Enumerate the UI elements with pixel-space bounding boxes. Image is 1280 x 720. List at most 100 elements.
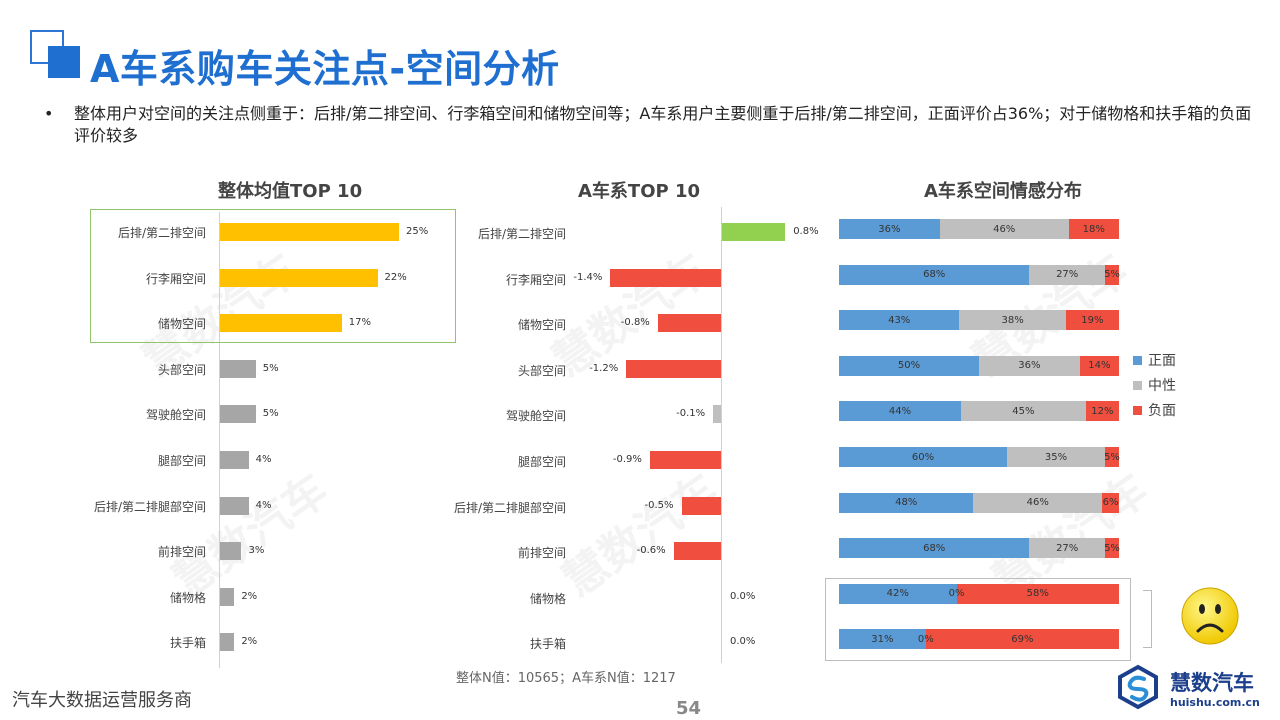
chart1-value-label: 3%: [248, 545, 265, 557]
legend-neutral: 中性: [1133, 375, 1176, 395]
legend-swatch-neutral: [1133, 380, 1142, 390]
watermark: 慧数汽车: [553, 464, 728, 608]
chart3-negative-segment: 18%: [1068, 219, 1119, 239]
chart3-negative-segment: 6%: [1102, 492, 1119, 513]
brand-logo-icon: [1118, 664, 1158, 710]
chart2-zero-axis: [721, 207, 722, 663]
chart2-category-label: 头部空间: [517, 363, 566, 378]
chart1-axis: [219, 212, 220, 668]
chart2-value-label: -0.5%: [644, 499, 674, 511]
page-number: 54: [676, 698, 702, 719]
legend-positive: 正面: [1133, 350, 1176, 370]
chart2-bar: [626, 359, 721, 378]
chart2-bar: [649, 451, 721, 469]
watermark: 慧数汽车: [163, 464, 338, 608]
chart1-category-label: 后排/第二排空间: [117, 226, 206, 240]
brand-name: 慧数汽车: [1170, 671, 1254, 695]
chart2-value-label: -0.6%: [636, 545, 666, 557]
chart3-neutral-segment: 27%: [1029, 538, 1105, 559]
chart2-value-label: 0.0%: [730, 590, 756, 602]
chart1-bar: [220, 542, 242, 561]
chart1-category-label: 储物空间: [157, 317, 206, 332]
chart2-category-label: 后排/第二排腿部空间: [453, 500, 566, 515]
legend-label-neutral: 中性: [1148, 378, 1176, 394]
chart3-positive-segment: 36%: [839, 219, 940, 239]
chart3-neutral-segment: 0%: [917, 633, 934, 645]
chart1-value-label: 25%: [406, 226, 429, 237]
legend-swatch-negative: [1133, 405, 1142, 415]
chart3-title: A车系空间情感分布: [924, 181, 1082, 202]
chart1-bar: [220, 314, 342, 333]
chart3-negative-segment: 5%: [1104, 264, 1120, 285]
legend-label-negative: 负面: [1148, 403, 1176, 419]
chart3-neutral-segment: 46%: [973, 492, 1103, 513]
chart2-title: A车系TOP 10: [578, 181, 701, 202]
chart1-bar: [220, 496, 249, 515]
chart2-category-label: 腿部空间: [517, 455, 566, 469]
chart1-category-label: 后排/第二排腿部空间: [93, 499, 206, 514]
chart3-positive-segment: 43%: [839, 310, 960, 331]
top3-highlight-box: [90, 209, 456, 343]
chart1-bar: [220, 633, 235, 652]
chart2-category-label: 扶手箱: [529, 637, 566, 652]
chart1-title: 整体均值TOP 10: [218, 181, 363, 202]
chart1-bar: [220, 587, 235, 606]
chart2-value-label: -1.4%: [573, 271, 603, 283]
chart2-value-label: 0.0%: [730, 636, 756, 648]
chart3-positive-segment: 44%: [839, 401, 961, 422]
chart3-neutral-segment: 27%: [1029, 264, 1105, 285]
summary-text: 整体用户对空间的关注点侧重于：后排/第二排空间、行李箱空间和储物空间等；A车系用…: [74, 104, 1252, 145]
sample-size-note: 整体N值：10565；A车系N值：1217: [456, 671, 676, 686]
chart2-category-label: 储物空间: [517, 318, 566, 333]
chart2-category-label: 储物格: [529, 591, 566, 606]
chart1-value-label: 5%: [262, 362, 279, 374]
summary-bullet: •: [44, 104, 54, 123]
chart3-negative-segment: 58%: [956, 583, 1119, 604]
footer-tagline: 汽车大数据运营服务商: [12, 690, 192, 711]
chart3-positive-segment: 50%: [839, 355, 979, 376]
chart2-category-label: 前排空间: [517, 546, 566, 561]
chart3-negative-segment: 5%: [1104, 447, 1120, 467]
chart1-value-label: 2%: [241, 636, 258, 648]
chart1-category-label: 储物格: [169, 590, 206, 605]
chart2-value-label: -0.1%: [676, 408, 706, 420]
chart1-category-label: 头部空间: [157, 362, 206, 377]
chart3-neutral-segment: 0%: [948, 588, 965, 600]
chart1-category-label: 腿部空间: [157, 454, 206, 468]
chart3-negative-segment: 12%: [1085, 401, 1119, 422]
chart3-negative-segment: 19%: [1065, 310, 1119, 331]
chart1-value-label: 4%: [255, 454, 272, 465]
chart3-negative-segment: 69%: [925, 629, 1119, 650]
chart3-positive-segment: 42%: [839, 583, 957, 604]
chart1-bar: [220, 451, 249, 469]
title-decoration-square: [48, 46, 80, 78]
chart3-neutral-segment: 35%: [1007, 447, 1105, 467]
chart2-bar: [681, 496, 721, 515]
chart1-bar: [220, 223, 399, 241]
chart1-value-label: 4%: [255, 499, 272, 511]
chart1-bar: [220, 359, 256, 378]
chart1-bar: [220, 268, 378, 287]
legend-swatch-positive: [1133, 355, 1142, 365]
chart3-negative-segment: 14%: [1079, 355, 1119, 376]
negative-highlight-box: [825, 578, 1131, 661]
sad-face-icon: [1181, 587, 1239, 645]
chart1-category-label: 行李厢空间: [145, 271, 206, 286]
page-title: A车系购车关注点-空间分析: [90, 47, 560, 91]
chart3-neutral-segment: 45%: [960, 401, 1086, 422]
chart2-bar: [657, 314, 721, 333]
chart3-negative-segment: 5%: [1104, 538, 1120, 559]
chart2-value-label: 0.8%: [793, 226, 819, 237]
chart2-category-label: 行李厢空间: [505, 272, 566, 287]
chart3-neutral-segment: 46%: [939, 219, 1069, 239]
chart1-value-label: 22%: [384, 271, 407, 283]
chart1-category-label: 驾驶舱空间: [145, 408, 206, 423]
chart2-bar: [713, 405, 721, 424]
chart2-bar: [673, 542, 721, 561]
chart2-category-label: 后排/第二排空间: [477, 227, 566, 241]
chart1-category-label: 前排空间: [157, 545, 206, 560]
chart2-category-label: 驾驶舱空间: [505, 409, 566, 424]
chart1-bar: [220, 405, 256, 424]
brand-url: huishu.com.cn: [1170, 696, 1260, 709]
chart3-neutral-segment: 38%: [959, 310, 1066, 331]
